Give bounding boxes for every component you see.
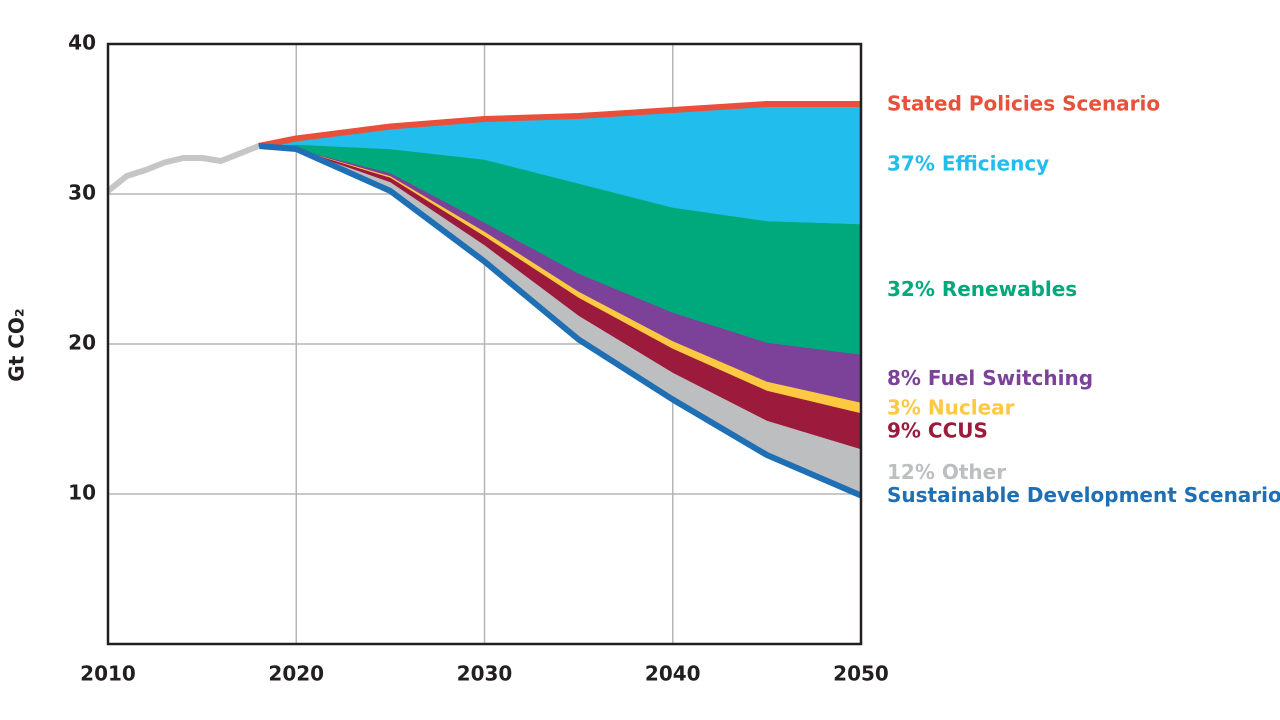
legend-label: Stated Policies Scenario bbox=[887, 92, 1160, 116]
legend-label: 37% Efficiency bbox=[887, 152, 1049, 176]
legend-label: 12% Other bbox=[887, 460, 1006, 484]
y-tick-label: 30 bbox=[68, 181, 96, 205]
legend-label: 9% CCUS bbox=[887, 419, 988, 443]
scenario-line bbox=[258, 101, 861, 149]
x-tick-label: 2030 bbox=[457, 662, 513, 686]
x-tick-label: 2010 bbox=[80, 662, 136, 686]
y-tick-label: 10 bbox=[68, 481, 96, 505]
legend-label: Sustainable Development Scenario bbox=[887, 483, 1280, 507]
x-tick-label: 2050 bbox=[833, 662, 889, 686]
legend-label: 8% Fuel Switching bbox=[887, 366, 1093, 390]
y-axis-label: Gt CO₂ bbox=[5, 308, 29, 381]
history-line bbox=[106, 143, 260, 194]
legend-label: 32% Renewables bbox=[887, 277, 1077, 301]
y-tick-label: 40 bbox=[68, 31, 96, 55]
plot-frame bbox=[106, 42, 863, 646]
x-tick-label: 2020 bbox=[268, 662, 324, 686]
scenario-line bbox=[258, 143, 863, 499]
x-tick-label: 2040 bbox=[645, 662, 701, 686]
legend-label: 3% Nuclear bbox=[887, 395, 1015, 419]
y-tick-label: 20 bbox=[68, 331, 96, 355]
